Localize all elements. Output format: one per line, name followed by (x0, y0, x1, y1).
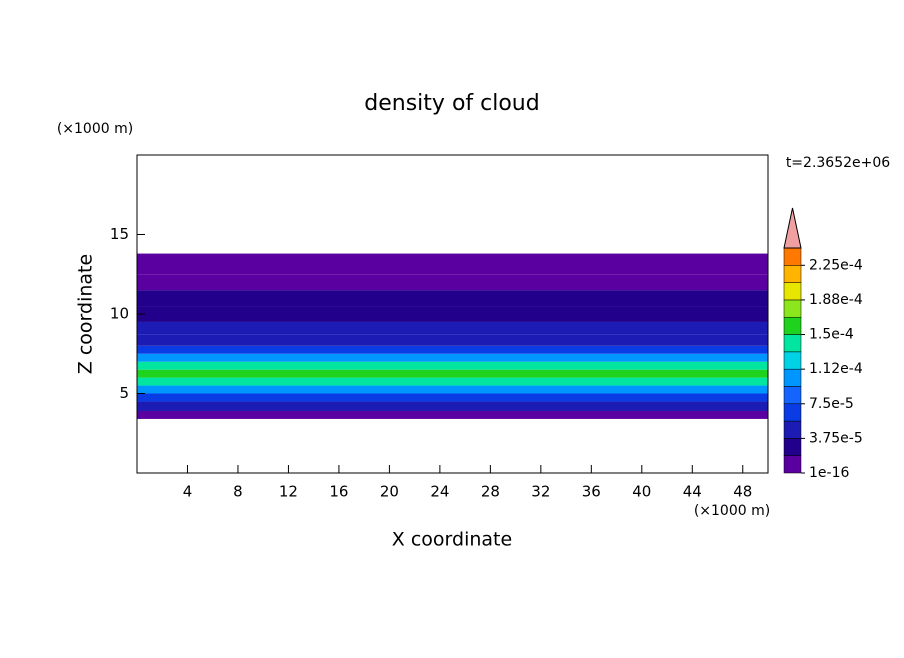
x-tick-label: 24 (430, 483, 449, 501)
x-tick-label: 48 (733, 483, 752, 501)
colorbar-label: 1.12e-4 (809, 361, 863, 377)
contour-band (137, 290, 768, 307)
colorbar-swatch (783, 368, 802, 387)
y-tick-label: 5 (119, 384, 129, 402)
contour-band (137, 334, 768, 346)
contour-band (137, 361, 768, 370)
x-tick-label: 12 (279, 483, 298, 501)
colorbar-swatch (783, 455, 802, 474)
contour-band (137, 410, 768, 419)
colorbar-label: 1.88e-4 (809, 292, 863, 308)
contour-band (137, 321, 768, 335)
time-label: t=2.3652e+06 (786, 155, 890, 171)
y-tick-label: 15 (110, 225, 129, 243)
y-axis-title: Z coordinate (75, 254, 97, 374)
x-tick-label: 32 (531, 483, 550, 501)
colorbar-label: 2.25e-4 (809, 257, 863, 273)
contour-band (137, 369, 768, 378)
x-tick-label: 4 (183, 483, 193, 501)
x-unit: (×1000 m) (694, 503, 770, 519)
contour-band (137, 385, 768, 394)
chart-title: density of cloud (364, 91, 539, 116)
colorbar-swatch (783, 420, 802, 439)
x-tick-label: 40 (632, 483, 651, 501)
contour-band (137, 253, 768, 275)
contour-band (137, 353, 768, 362)
contour-band (137, 377, 768, 386)
contour-band (137, 393, 768, 402)
colorbar-swatch (783, 282, 802, 301)
x-axis-title: X coordinate (392, 529, 512, 551)
contour-band (137, 274, 768, 291)
colorbar-swatch (783, 247, 802, 266)
x-tick-label: 16 (329, 483, 348, 501)
colorbar-swatch (783, 334, 802, 353)
x-tick-label: 20 (380, 483, 399, 501)
colorbar-swatch (783, 386, 802, 405)
colorbar-swatch (783, 316, 802, 335)
contour-band (137, 401, 768, 411)
x-tick-label: 44 (683, 483, 702, 501)
colorbar-label: 1e-16 (809, 465, 849, 481)
y-unit: (×1000 m) (57, 121, 133, 137)
colorbar-swatch (783, 351, 802, 370)
colorbar-swatch (783, 265, 802, 283)
contour-band (137, 306, 768, 322)
x-tick-label: 8 (233, 483, 243, 501)
colorbar-label: 3.75e-5 (809, 430, 863, 446)
x-tick-label: 28 (481, 483, 500, 501)
colorbar-label: 7.5e-5 (809, 396, 854, 412)
x-tick-label: 36 (582, 483, 601, 501)
colorbar-extend (783, 207, 802, 249)
contour-band (137, 345, 768, 354)
y-tick-label: 10 (110, 305, 129, 323)
colorbar-swatch (783, 403, 802, 422)
colorbar-label: 1.5e-4 (809, 327, 854, 343)
colorbar-swatch (783, 299, 802, 318)
colorbar-swatch (783, 438, 802, 456)
